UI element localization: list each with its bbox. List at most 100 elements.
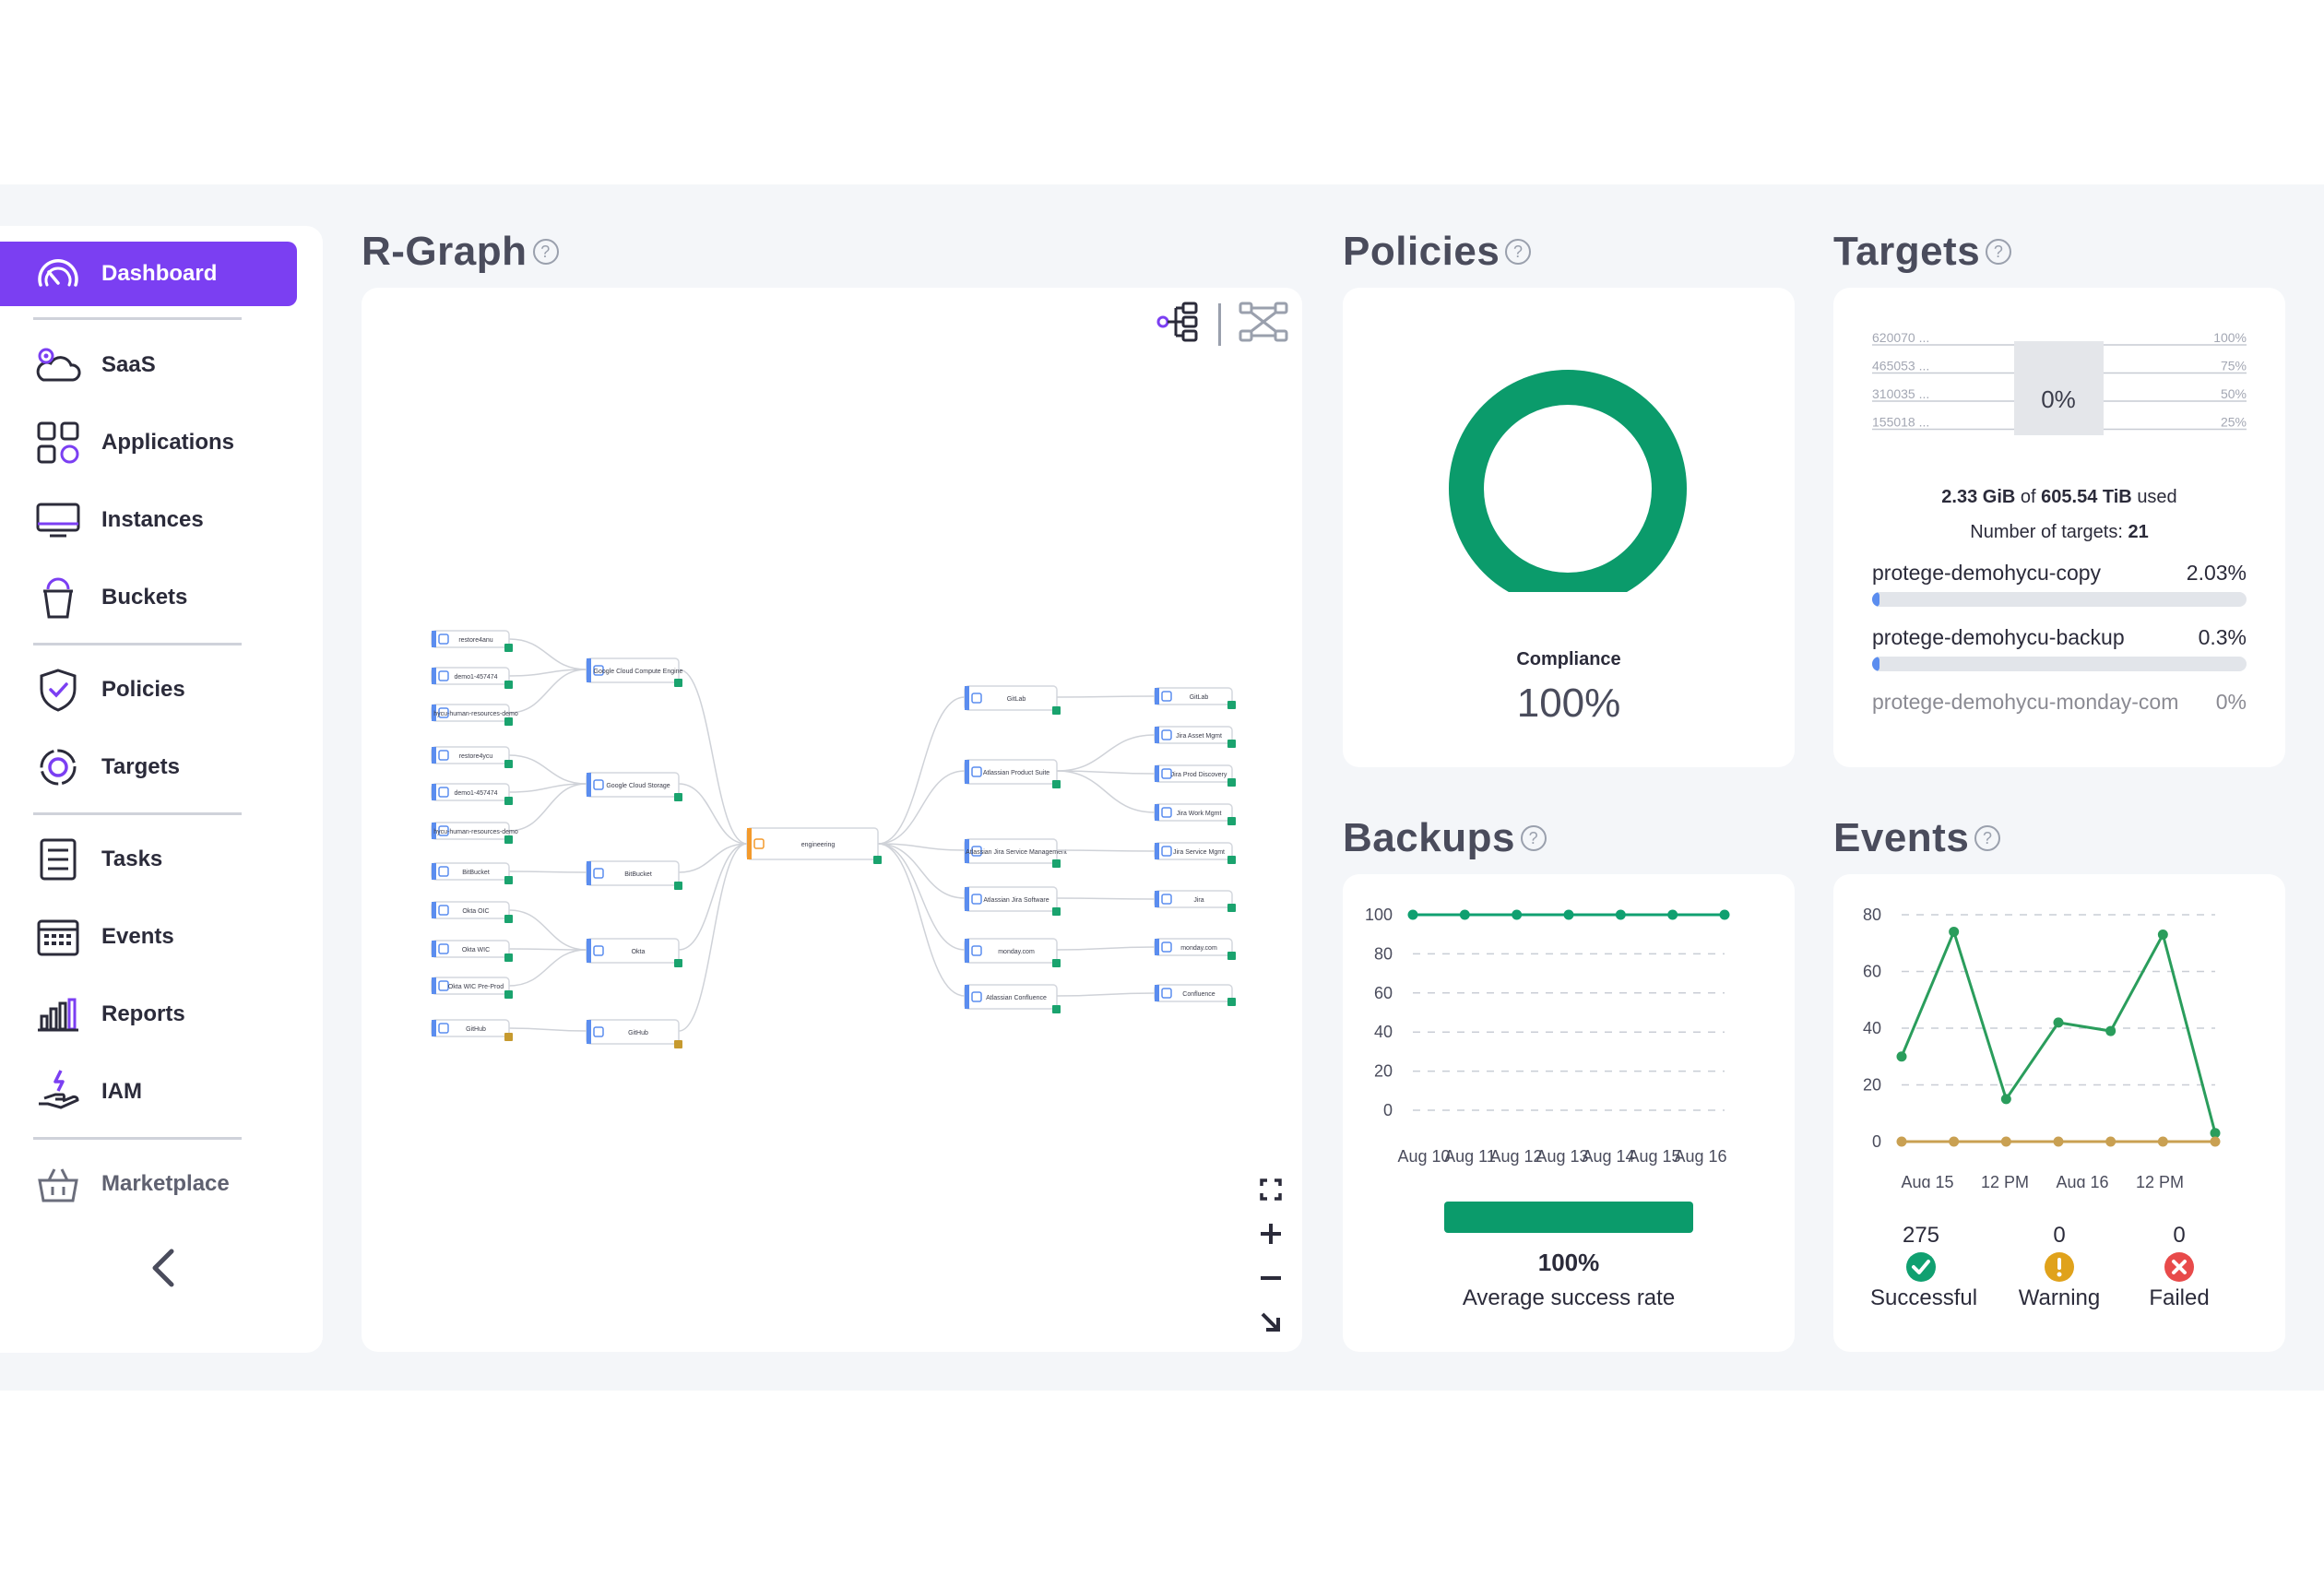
left-leaf-node-accent bbox=[432, 1020, 436, 1036]
sidebar-item-instances[interactable]: Instances bbox=[0, 488, 297, 552]
right-leaf-node-box bbox=[1154, 803, 1233, 822]
target-row[interactable]: protege-demohycu-copy 2.03% bbox=[1872, 561, 2247, 616]
sidebar-divider bbox=[33, 1137, 242, 1140]
right-group-node-app-icon bbox=[971, 894, 982, 905]
sidebar-item-policies[interactable]: Policies bbox=[0, 657, 297, 722]
target-usage-fill bbox=[1872, 657, 1880, 671]
mini-y2-tick-label: 100% bbox=[2213, 330, 2247, 345]
network-layout-icon[interactable] bbox=[1238, 301, 1289, 348]
sidebar-item-dashboard[interactable]: Dashboard bbox=[0, 242, 297, 306]
data-point bbox=[1512, 909, 1523, 920]
right-leaf-node-label: GitLab bbox=[1190, 694, 1209, 701]
left-leaf-node-label: Okta OIC bbox=[462, 908, 489, 915]
left-leaf-node-box bbox=[431, 901, 510, 919]
left-leaf-node-box bbox=[431, 822, 510, 840]
zoom-out-button[interactable] bbox=[1251, 1258, 1291, 1302]
right-group-node-label: Atlassian Product Suite bbox=[983, 770, 1049, 776]
graph-edge bbox=[678, 669, 748, 845]
left-leaf-node-status-icon bbox=[504, 760, 513, 768]
sidebar-item-tasks[interactable]: Tasks bbox=[0, 827, 297, 892]
left-leaf-node-status-icon bbox=[504, 681, 513, 689]
left-leaf-node-box bbox=[431, 977, 510, 995]
graph-edge bbox=[877, 843, 966, 951]
graph-edge bbox=[1056, 695, 1156, 698]
help-icon[interactable]: ? bbox=[1505, 239, 1532, 265]
zoom-in-button[interactable] bbox=[1251, 1214, 1291, 1258]
help-icon[interactable]: ? bbox=[532, 239, 559, 265]
mini-y2-tick-label: 75% bbox=[2221, 359, 2247, 373]
sidebar-item-label: Policies bbox=[101, 677, 185, 702]
collapse-sidebar-button[interactable] bbox=[140, 1247, 186, 1293]
graph-edge bbox=[678, 843, 748, 1032]
graph-edge bbox=[678, 843, 748, 873]
left-group-node-box bbox=[586, 860, 680, 886]
right-group-node-status-icon bbox=[1052, 907, 1061, 916]
success-rate-bar bbox=[1444, 1202, 1693, 1233]
y-tick-label: 0 bbox=[1383, 1101, 1393, 1119]
help-icon[interactable]: ? bbox=[1986, 239, 2012, 265]
events-warning[interactable]: 0 Warning bbox=[2009, 1223, 2110, 1311]
right-leaf-node-app-icon bbox=[1161, 768, 1172, 779]
help-icon[interactable]: ? bbox=[1520, 825, 1547, 851]
events-failed[interactable]: 0 Failed bbox=[2128, 1223, 2230, 1311]
right-leaf-node-accent bbox=[1155, 939, 1159, 955]
right-group-node-app-icon bbox=[971, 991, 982, 1002]
events-title-text: Events bbox=[1833, 815, 1970, 860]
left-leaf-node-accent bbox=[432, 705, 436, 721]
left-leaf-node-status-icon bbox=[504, 1033, 513, 1041]
left-leaf-node-status-icon bbox=[504, 876, 513, 884]
warning-count: 0 bbox=[2053, 1223, 2066, 1248]
help-icon[interactable]: ? bbox=[1974, 825, 2001, 851]
saas-cloud-gear-icon bbox=[33, 340, 83, 390]
sidebar-item-applications[interactable]: Applications bbox=[0, 410, 297, 475]
y-tick-label: 40 bbox=[1374, 1023, 1393, 1041]
reset-view-button[interactable] bbox=[1251, 1302, 1291, 1346]
used-total: 605.54 TiB bbox=[2041, 487, 2132, 507]
left-leaf-node-box bbox=[431, 704, 510, 722]
fit-view-button[interactable] bbox=[1251, 1169, 1291, 1214]
graph-edge bbox=[508, 669, 587, 677]
data-point bbox=[2053, 1136, 2064, 1147]
data-point bbox=[2105, 1025, 2116, 1036]
left-leaf-node-status-icon bbox=[504, 644, 513, 652]
graph-edge bbox=[1056, 946, 1156, 951]
rgraph-canvas[interactable]: restore4anu demo1-457474 hycu-human-resour… bbox=[362, 288, 1302, 1352]
target-name: protege-demohycu-copy bbox=[1872, 561, 2102, 585]
sidebar-item-label: Marketplace bbox=[101, 1171, 230, 1196]
warning-circle-icon bbox=[2009, 1249, 2110, 1285]
root-node-accent bbox=[747, 828, 752, 859]
minus-icon bbox=[1259, 1266, 1283, 1295]
x-tick-label: Aug 12 bbox=[1489, 1147, 1542, 1166]
left-group-node-app-icon bbox=[593, 1026, 604, 1037]
right-leaf-node-label: Jira Prod Discovery bbox=[1171, 772, 1227, 778]
y-tick-label: 100 bbox=[1365, 906, 1393, 924]
sidebar-item-marketplace[interactable]: Marketplace bbox=[0, 1152, 297, 1216]
data-point bbox=[2210, 1128, 2221, 1139]
data-point bbox=[1719, 909, 1730, 920]
tree-layout-icon[interactable] bbox=[1156, 301, 1202, 348]
target-row[interactable]: protege-demohycu-backup 0.3% bbox=[1872, 625, 2247, 681]
graph-edge bbox=[1056, 992, 1156, 997]
sidebar-item-targets[interactable]: Targets bbox=[0, 735, 297, 799]
target-row[interactable]: protege-demohycu-monday-com 0% bbox=[1872, 690, 2247, 727]
right-group-node-box bbox=[964, 938, 1058, 964]
right-leaf-node-box bbox=[1154, 687, 1233, 705]
sidebar-item-iam[interactable]: IAM bbox=[0, 1060, 297, 1124]
events-successful[interactable]: 275 Successful bbox=[1870, 1223, 1977, 1311]
sidebar-item-events[interactable]: Events bbox=[0, 905, 297, 969]
sidebar-item-reports[interactable]: Reports bbox=[0, 982, 297, 1047]
right-group-node-accent bbox=[965, 839, 969, 863]
right-leaf-node-accent bbox=[1155, 843, 1159, 859]
sidebar-item-saas[interactable]: SaaS bbox=[0, 333, 297, 397]
right-group-node-box bbox=[964, 759, 1058, 785]
instances-monitor-icon bbox=[33, 495, 83, 545]
data-point bbox=[1667, 909, 1678, 920]
backups-card: 0 20 40 60 80 100 Aug 10 Aug 11 Aug 12 Aug 13 Aug … bbox=[1343, 874, 1795, 1352]
rgraph-title: R-Graph ? bbox=[362, 229, 559, 275]
right-group-node-status-icon bbox=[1052, 859, 1061, 868]
mini-y-tick-label: 620070 ... bbox=[1872, 330, 1929, 345]
left-group-node-accent bbox=[587, 939, 591, 963]
sidebar-item-buckets[interactable]: Buckets bbox=[0, 565, 297, 630]
left-group-node-app-icon bbox=[593, 868, 604, 879]
warning-label: Warning bbox=[2018, 1285, 2101, 1310]
